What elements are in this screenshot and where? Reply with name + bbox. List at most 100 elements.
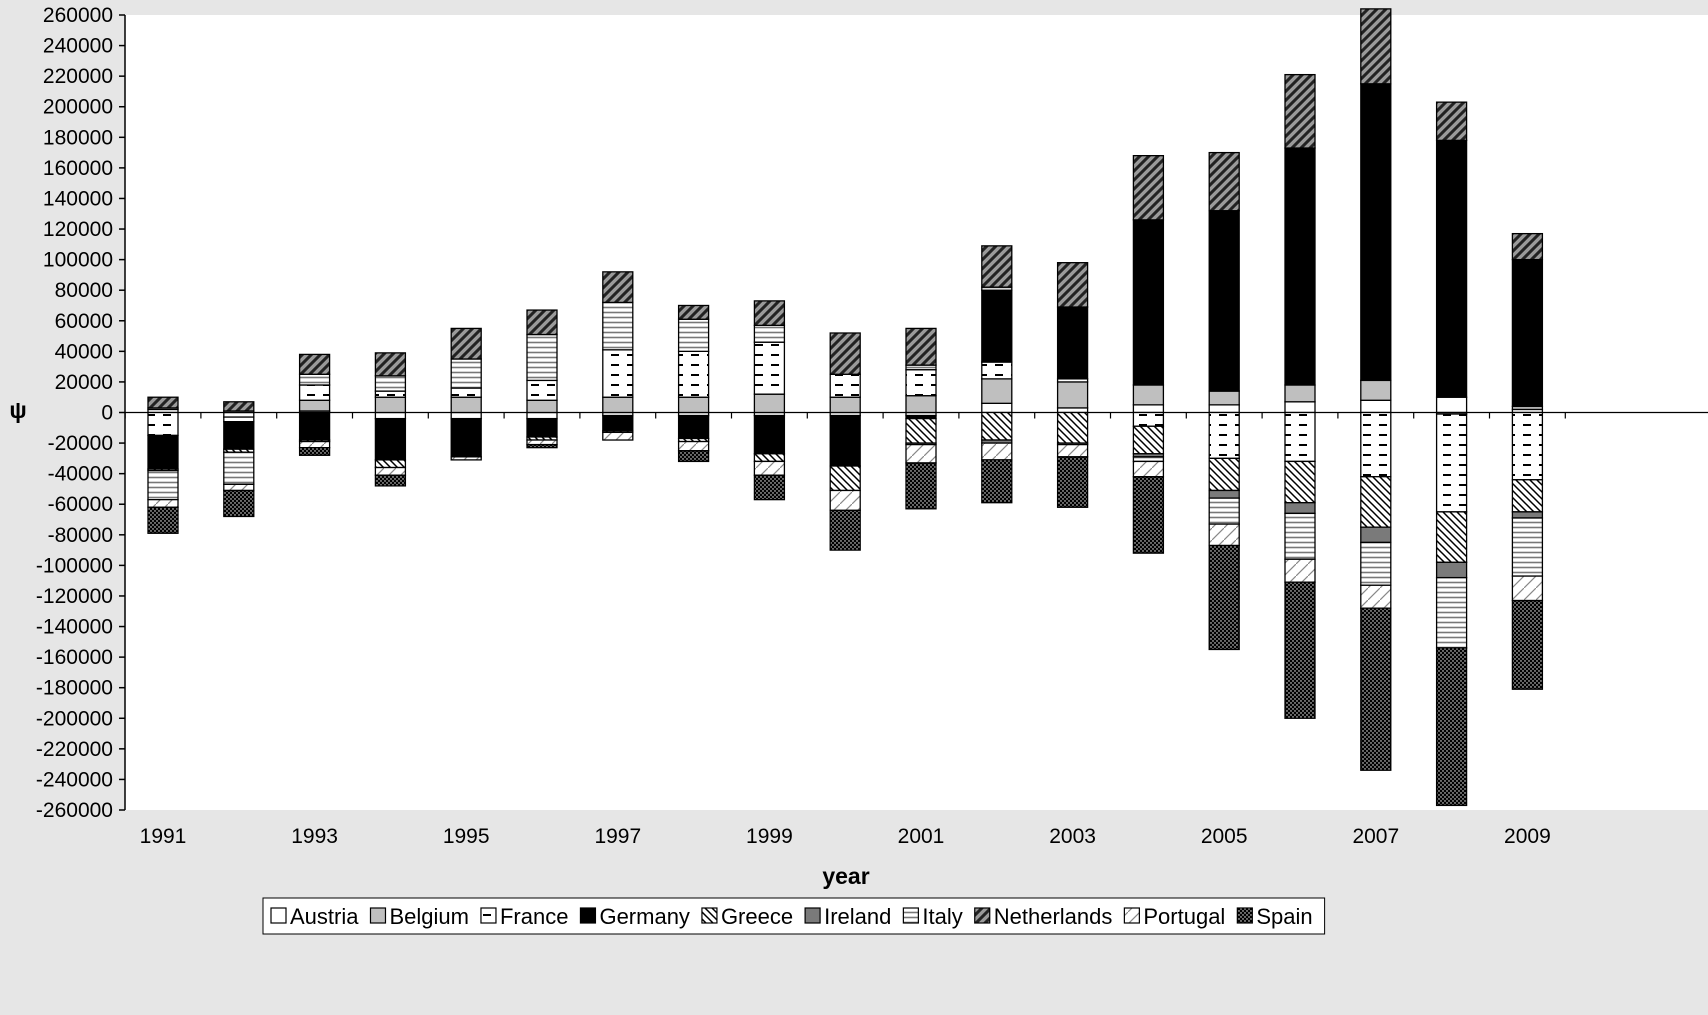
bar-segment-portugal-1999 [753, 460, 786, 476]
legend-swatch-france [480, 907, 497, 924]
bar-segment-spain-1993 [298, 447, 331, 456]
y-tick-label: -260000 [36, 799, 113, 822]
bar-segment-austria-2006 [1284, 401, 1316, 414]
bar-segment-spain-1998 [677, 450, 710, 463]
bar-segment-spain-2003 [1056, 456, 1089, 508]
bar-segment-italy-1992 [223, 451, 255, 486]
y-tick-label: -180000 [36, 677, 113, 700]
bar-segment-ireland-2007 [1360, 526, 1392, 544]
y-tick-label: 180000 [43, 126, 113, 149]
bar-segment-france-2007 [1360, 411, 1392, 478]
x-tick-label: 1993 [291, 825, 338, 848]
bar-segment-france-1996 [526, 379, 558, 401]
bar-segment-portugal-2003 [1056, 443, 1089, 458]
bar-segment-germany-1996 [526, 417, 558, 438]
bar-segment-netherlands-2003 [1056, 262, 1089, 308]
bar-segment-germany-1998 [677, 414, 710, 440]
y-tick-label: 260000 [43, 4, 113, 27]
legend-label-germany: Germany [599, 904, 689, 929]
bar-segment-austria-2005 [1208, 404, 1240, 414]
bar-segment-france-2009 [1511, 411, 1544, 481]
bar-segment-netherlands-1999 [753, 300, 786, 327]
y-tick-label: 240000 [43, 35, 113, 58]
bar-segment-germany-2000 [829, 414, 861, 467]
y-tick-label: -140000 [36, 616, 113, 639]
y-tick-label: 140000 [43, 187, 113, 210]
legend-swatch-belgium [369, 907, 387, 924]
bar-segment-italy-1996 [526, 333, 558, 382]
bar-segment-france-1994 [374, 390, 407, 398]
bar-segment-spain-2009 [1511, 599, 1544, 690]
bar-segment-portugal-1998 [677, 440, 710, 452]
bar-segment-germany-1999 [753, 414, 786, 455]
bar-segment-germany-2009 [1511, 258, 1544, 408]
bar-segment-belgium-1997 [602, 396, 634, 414]
bar-segment-belgium-2000 [829, 396, 861, 414]
legend-swatch-netherlands [974, 907, 991, 924]
y-tick-label: 100000 [43, 249, 113, 272]
bar-segment-greece-2001 [905, 417, 937, 444]
y-tick-label: 0 [101, 402, 113, 425]
legend-label-spain: Spain [1256, 904, 1312, 929]
y-tick-label: 160000 [43, 157, 113, 180]
x-tick-label: 2001 [898, 825, 945, 848]
y-tick-label: 120000 [43, 218, 113, 241]
x-tick-label: 1997 [594, 825, 641, 848]
y-tick-label: -160000 [36, 646, 113, 669]
bar-segment-netherlands-2007 [1360, 8, 1392, 85]
legend-label-netherlands: Netherlands [994, 904, 1113, 929]
bar-segment-austria-1996 [526, 411, 558, 420]
bar-segment-italy-1991 [147, 469, 179, 501]
bar-segment-greece-2007 [1360, 476, 1392, 528]
bar-segment-france-2008 [1435, 413, 1468, 513]
bar-segment-netherlands-2000 [829, 332, 861, 375]
x-axis-label: year [822, 863, 869, 889]
bar-segment-italy-1998 [677, 318, 710, 352]
bar-segment-germany-1992 [223, 421, 255, 450]
bar-segment-netherlands-1997 [602, 271, 634, 304]
bar-segment-greece-2004 [1132, 425, 1165, 455]
bar-segment-netherlands-1991 [147, 396, 179, 409]
y-axis-label: ψ [9, 397, 26, 423]
bar-segment-ireland-2009 [1511, 511, 1544, 519]
bar-segment-france-1999 [753, 341, 786, 395]
legend: Austria Belgium France Germany Greece Ireland… [262, 897, 1326, 935]
bar-segment-greece-2008 [1435, 511, 1468, 563]
x-axis: 1991 1993 1995 1997 1999 2001 2003 2005 2007 2009 [124, 411, 1708, 848]
bar-segment-germany-2005 [1208, 210, 1240, 392]
y-tick-label: -60000 [48, 493, 113, 516]
bar-segment-greece-1999 [753, 453, 786, 463]
bar-segment-france-1993 [298, 384, 331, 401]
x-tick-label: 2005 [1201, 825, 1248, 848]
bar-segment-netherlands-1995 [450, 327, 482, 360]
bar-segment-france-2005 [1208, 411, 1240, 460]
bar-segment-austria-1994 [374, 411, 407, 420]
bar-segment-germany-1994 [374, 417, 407, 461]
bar-segment-france-2000 [829, 373, 861, 398]
x-tick-label: 2003 [1049, 825, 1096, 848]
bar-segment-austria-2002 [981, 402, 1013, 414]
bar-segment-netherlands-2001 [905, 327, 937, 366]
legend-swatch-italy [902, 907, 919, 924]
y-tick-label: -40000 [48, 463, 113, 486]
bar-segment-greece-2002 [981, 411, 1013, 441]
bar-segment-spain-1991 [147, 506, 179, 534]
bar-segment-portugal-2000 [829, 489, 861, 511]
bar-segment-belgium-1995 [450, 396, 482, 414]
bar-segment-netherlands-1994 [374, 352, 407, 377]
bar-segment-germany-2008 [1435, 139, 1468, 398]
bar-segment-portugal-1997 [602, 431, 634, 441]
bar-segment-belgium-2003 [1056, 381, 1089, 409]
bar-segment-italy-2007 [1360, 541, 1392, 586]
legend-label-ireland: Ireland [824, 904, 891, 929]
bar-segment-portugal-1991 [147, 498, 179, 508]
bar-segment-belgium-2006 [1284, 384, 1316, 403]
bar-segment-austria-1992 [223, 411, 255, 418]
bar-segment-spain-2001 [905, 462, 937, 510]
y-tick-label: 20000 [55, 371, 113, 394]
legend-label-france: France [500, 904, 568, 929]
bar-segment-france-2004 [1132, 411, 1165, 427]
bar-segment-italy-2004 [1132, 456, 1165, 463]
y-tick-label: -240000 [36, 768, 113, 791]
